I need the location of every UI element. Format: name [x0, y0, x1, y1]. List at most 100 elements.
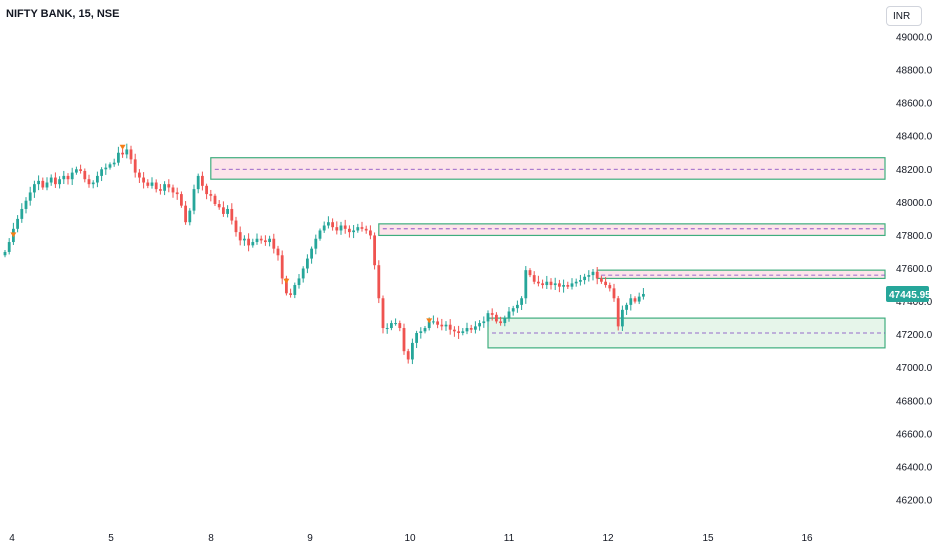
- candle[interactable]: [369, 225, 372, 240]
- candle[interactable]: [217, 200, 221, 210]
- candle[interactable]: [167, 179, 171, 193]
- candle[interactable]: [159, 184, 162, 195]
- candle[interactable]: [310, 246, 313, 264]
- candle[interactable]: [633, 296, 637, 304]
- candle[interactable]: [356, 223, 360, 233]
- candle[interactable]: [201, 171, 204, 191]
- candle[interactable]: [587, 270, 591, 282]
- candle[interactable]: [637, 292, 641, 305]
- candle[interactable]: [45, 177, 49, 191]
- candle[interactable]: [129, 145, 133, 164]
- candle[interactable]: [541, 279, 544, 289]
- candle[interactable]: [406, 348, 410, 364]
- candle[interactable]: [591, 268, 595, 281]
- candle[interactable]: [503, 315, 507, 327]
- candle[interactable]: [138, 169, 141, 184]
- candle[interactable]: [213, 193, 217, 206]
- candle[interactable]: [104, 163, 108, 175]
- candle[interactable]: [532, 271, 536, 285]
- candle[interactable]: [91, 180, 95, 189]
- candle[interactable]: [180, 191, 183, 208]
- candle[interactable]: [234, 216, 238, 237]
- candle[interactable]: [125, 143, 129, 159]
- candle[interactable]: [238, 226, 242, 246]
- candle[interactable]: [394, 318, 397, 326]
- candle[interactable]: [616, 295, 620, 331]
- supply-zone[interactable]: [378, 223, 886, 237]
- candle[interactable]: [570, 278, 574, 290]
- candle[interactable]: [49, 174, 53, 186]
- candle[interactable]: [364, 225, 368, 234]
- candle[interactable]: [289, 288, 292, 298]
- candle[interactable]: [419, 327, 423, 339]
- candle[interactable]: [507, 307, 511, 322]
- candle[interactable]: [339, 221, 343, 235]
- candle[interactable]: [595, 267, 599, 285]
- candle[interactable]: [268, 235, 271, 247]
- candle[interactable]: [579, 274, 582, 286]
- candle[interactable]: [188, 208, 192, 226]
- candle[interactable]: [20, 203, 24, 223]
- candle[interactable]: [469, 324, 473, 333]
- candle[interactable]: [566, 281, 570, 290]
- candle[interactable]: [562, 279, 565, 293]
- candle[interactable]: [520, 296, 523, 311]
- supply-zone[interactable]: [210, 157, 886, 180]
- candle[interactable]: [58, 176, 61, 189]
- candle[interactable]: [448, 319, 452, 335]
- candle[interactable]: [293, 282, 297, 299]
- candle[interactable]: [163, 181, 166, 196]
- candle[interactable]: [474, 321, 477, 334]
- candle[interactable]: [482, 316, 486, 328]
- candle[interactable]: [243, 235, 246, 246]
- candle[interactable]: [100, 167, 103, 182]
- candle[interactable]: [41, 177, 45, 190]
- candle[interactable]: [322, 221, 326, 233]
- candle[interactable]: [306, 254, 309, 274]
- candle[interactable]: [327, 216, 330, 229]
- candle[interactable]: [352, 225, 355, 239]
- candle[interactable]: [247, 233, 250, 252]
- candle[interactable]: [343, 219, 347, 234]
- candle[interactable]: [79, 164, 82, 174]
- demand-zone[interactable]: [487, 317, 886, 349]
- candle[interactable]: [423, 326, 427, 334]
- candle[interactable]: [24, 197, 28, 214]
- candle[interactable]: [629, 294, 633, 311]
- candle[interactable]: [142, 172, 145, 189]
- candle[interactable]: [301, 266, 305, 283]
- candle[interactable]: [402, 323, 406, 355]
- candle[interactable]: [495, 312, 498, 324]
- candle[interactable]: [175, 187, 179, 200]
- candle[interactable]: [251, 238, 255, 248]
- candle[interactable]: [285, 275, 288, 296]
- candle[interactable]: [583, 273, 586, 285]
- candle[interactable]: [335, 221, 339, 235]
- candle[interactable]: [230, 203, 234, 225]
- candle[interactable]: [276, 245, 280, 261]
- candle[interactable]: [528, 268, 532, 278]
- candle[interactable]: [558, 279, 561, 293]
- candle[interactable]: [117, 146, 120, 166]
- candle[interactable]: [255, 233, 259, 245]
- candle[interactable]: [83, 168, 87, 183]
- candle[interactable]: [133, 153, 137, 178]
- supply-zone[interactable]: [596, 269, 886, 280]
- candle[interactable]: [196, 173, 200, 194]
- candle[interactable]: [381, 295, 385, 334]
- candle[interactable]: [272, 233, 276, 254]
- candle[interactable]: [16, 215, 19, 233]
- candle[interactable]: [37, 175, 40, 191]
- candle[interactable]: [642, 288, 645, 300]
- candle[interactable]: [373, 232, 376, 270]
- candle[interactable]: [604, 277, 607, 288]
- candle[interactable]: [222, 201, 225, 217]
- candle[interactable]: [545, 275, 549, 290]
- candle[interactable]: [411, 338, 414, 365]
- candle[interactable]: [314, 234, 318, 255]
- candle[interactable]: [436, 317, 439, 329]
- candle[interactable]: [478, 320, 481, 331]
- candle[interactable]: [415, 330, 418, 349]
- candle[interactable]: [226, 205, 229, 218]
- candle[interactable]: [377, 260, 381, 304]
